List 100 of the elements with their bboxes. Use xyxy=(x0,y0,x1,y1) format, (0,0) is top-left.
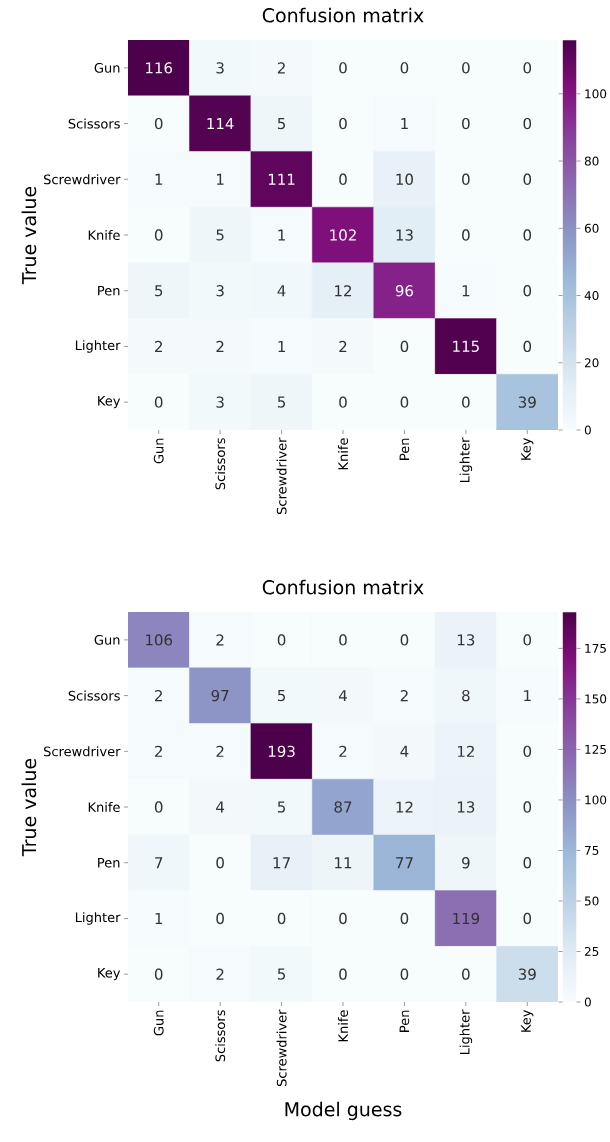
color-bar-label: 100 xyxy=(585,89,607,99)
data-label: 0 xyxy=(400,968,409,980)
data-label: 0 xyxy=(523,745,532,757)
data-label: 0 xyxy=(339,396,347,408)
data-label: 0 xyxy=(523,634,532,646)
data-label: 4 xyxy=(338,690,347,702)
y-tick-label: Knife xyxy=(88,229,120,241)
color-bar-label: 25 xyxy=(584,946,599,957)
data-label: 0 xyxy=(216,912,224,925)
data-label: 115 xyxy=(453,340,479,353)
data-label: 0 xyxy=(277,634,286,646)
chart-title: Confusion matrix xyxy=(262,579,424,595)
data-label: 13 xyxy=(457,801,475,813)
data-label: 17 xyxy=(273,857,290,869)
color-bar-label: 80 xyxy=(584,156,599,166)
data-label: 0 xyxy=(339,117,347,130)
data-label: 0 xyxy=(523,62,532,74)
y-tick-label: Key xyxy=(98,396,121,409)
data-label: 77 xyxy=(396,857,413,869)
data-label: 0 xyxy=(339,912,347,925)
data-label: 1 xyxy=(462,285,470,297)
data-label: 5 xyxy=(277,396,286,408)
x-tick-label: Key xyxy=(521,437,534,460)
y-tick-label: Pen xyxy=(98,285,120,296)
data-label: 1 xyxy=(401,118,408,130)
color-bar-label: 0 xyxy=(584,997,591,1007)
data-label: 0 xyxy=(339,62,347,74)
data-label: 0 xyxy=(523,912,532,925)
data-label: 8 xyxy=(462,689,470,702)
x-tick-label: Lighter xyxy=(459,437,473,483)
data-label: 5 xyxy=(216,229,224,241)
data-label: 1 xyxy=(217,173,224,185)
data-label: 2 xyxy=(216,745,224,757)
data-label: 9 xyxy=(462,857,470,869)
y-tick-label: Scissors xyxy=(68,690,120,701)
data-label: 1 xyxy=(155,173,163,185)
data-label: 5 xyxy=(277,690,286,702)
x-tick-label: Lighter xyxy=(459,1009,473,1055)
data-label: 116 xyxy=(146,62,173,74)
y-tick-label: Screwdriver xyxy=(43,174,121,185)
x-tick-label: Screwdriver xyxy=(276,437,287,515)
y-tick-label: Lighter xyxy=(75,912,121,925)
y-axis-title: True value xyxy=(21,758,37,857)
y-tick-label: Pen xyxy=(98,857,120,868)
data-label: 39 xyxy=(518,396,536,408)
data-label: 5 xyxy=(155,285,163,297)
data-label: 10 xyxy=(396,173,413,185)
y-tick-label: Screwdriver xyxy=(43,746,121,757)
y-axis-title: True value xyxy=(21,186,37,285)
x-tick-label: Gun xyxy=(153,438,164,464)
data-label: 0 xyxy=(523,229,532,241)
color-bar-label: 150 xyxy=(585,694,607,704)
data-label: 2 xyxy=(339,745,347,757)
data-label: 2 xyxy=(216,340,224,353)
x-tick-label: Pen xyxy=(399,438,410,460)
data-label: 0 xyxy=(400,912,409,925)
chart-title: Confusion matrix xyxy=(262,7,424,23)
y-tick-label: Gun xyxy=(94,634,120,645)
data-label: 11 xyxy=(335,857,352,869)
data-label: 1 xyxy=(278,340,285,352)
data-label: 12 xyxy=(396,801,413,813)
data-label: 0 xyxy=(339,968,347,980)
data-label: 4 xyxy=(277,285,286,297)
data-label: 0 xyxy=(216,857,224,869)
data-label: 2 xyxy=(155,690,162,702)
y-tick-label: Gun xyxy=(94,62,120,73)
data-label: 0 xyxy=(523,173,532,185)
data-label: 106 xyxy=(146,634,173,646)
data-label: 0 xyxy=(339,173,347,185)
x-tick-label: Scissors xyxy=(215,1010,226,1062)
data-label: 96 xyxy=(395,285,414,297)
x-tick-label: Pen xyxy=(399,1010,410,1032)
data-label: 119 xyxy=(453,912,480,925)
data-label: 0 xyxy=(154,968,163,980)
data-label: 0 xyxy=(154,229,163,241)
color-bar-label: 125 xyxy=(585,744,606,754)
y-tick-label: Scissors xyxy=(68,118,120,129)
data-label: 13 xyxy=(457,634,475,646)
x-tick-label: Scissors xyxy=(215,438,226,490)
data-label: 12 xyxy=(335,285,352,297)
data-label: 114 xyxy=(207,118,234,130)
data-label: 2 xyxy=(155,745,162,757)
color-bar-label: 60 xyxy=(584,223,599,233)
color-bar-label: 100 xyxy=(585,795,607,805)
data-label: 2 xyxy=(400,690,408,702)
x-tick-label: Gun xyxy=(153,1010,164,1036)
y-tick-label: Key xyxy=(98,968,121,981)
data-label: 0 xyxy=(400,62,409,74)
data-label: 7 xyxy=(155,857,163,869)
color-bar-label: 75 xyxy=(585,846,599,855)
x-tick-label: Key xyxy=(521,1009,534,1032)
data-label: 4 xyxy=(216,801,225,813)
data-label: 111 xyxy=(268,173,295,185)
data-label: 0 xyxy=(523,117,532,130)
data-label: 0 xyxy=(523,857,532,869)
data-label: 1 xyxy=(278,229,285,241)
data-label: 0 xyxy=(462,968,470,980)
data-label: 0 xyxy=(400,396,409,408)
data-label: 0 xyxy=(462,229,470,241)
color-bar-label: 50 xyxy=(584,896,599,906)
